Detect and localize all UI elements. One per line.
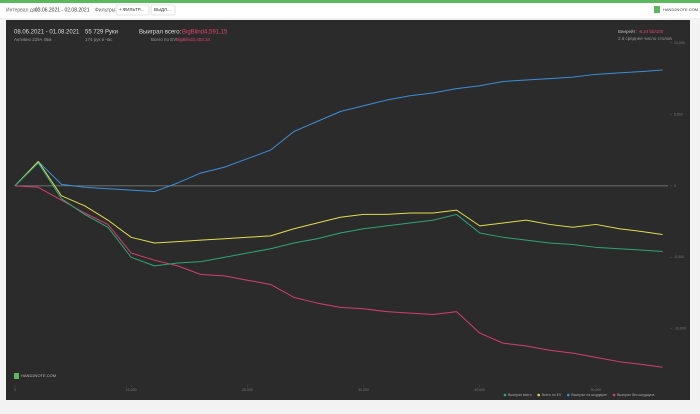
ev-value: BigBlind3,403.34 (176, 37, 211, 42)
filter-button[interactable] (115, 4, 150, 16)
legend-label: Всего по EV (542, 393, 562, 397)
series-line (14, 69, 663, 193)
y-tick-label: 5,000 (674, 112, 683, 116)
y-tick-label: -10,000 (674, 327, 686, 331)
winrate-value: -8.24 bb/100 (638, 29, 664, 34)
filter-button-text[interactable]: + ФИЛЬТР... (119, 7, 144, 12)
legend-label: Выиграл всего (508, 393, 532, 397)
series-line (14, 185, 663, 368)
legend-dot (612, 393, 616, 397)
legend-dot (537, 393, 540, 397)
ev-label: Всего по EV: (151, 37, 177, 42)
graph-panel (6, 20, 690, 400)
legend-dot (566, 393, 570, 397)
x-tick-label: 20,000 (242, 388, 253, 392)
legend-dot (503, 393, 507, 397)
legend-label: Выиграл на шоудауне (571, 393, 607, 397)
filters-label: Фильтры (95, 7, 116, 13)
brand: HAND2NOTE.COM (663, 7, 698, 12)
watermark: HAND2NOTE.COM (21, 373, 56, 378)
won-value: BigBlind4,591.15 (182, 30, 228, 36)
y-tick-label: 10,000 (674, 41, 685, 45)
winrate-label: Винрейт: (618, 28, 637, 34)
hands-per-hour: 174 рук в час (85, 37, 113, 42)
brand-logo (654, 6, 660, 13)
x-tick-label: 10,000 (126, 388, 137, 392)
date-label: Интервал дат: (6, 7, 39, 13)
select-button-text[interactable]: ВЫДЛ... (154, 7, 171, 12)
period: 08.06.2021 - 01.08.2021 (14, 30, 80, 36)
series-line (14, 161, 663, 244)
series-line (14, 162, 663, 267)
x-tick-label: 0 (14, 388, 16, 392)
tables: 2.6 среднее число столов (618, 36, 672, 41)
y-tick-label: -5,000 (674, 255, 684, 259)
top-accent (0, 0, 700, 3)
won-label: Выиграл всего: (139, 30, 182, 36)
active-time: Активно 225ч 46м (14, 37, 51, 42)
x-tick-label: 30,000 (358, 388, 369, 392)
date-range[interactable]: 03.06.2021 - 02.08.2021 (35, 7, 90, 13)
watermark-logo (14, 373, 19, 379)
legend-label: Выиграл без шоудауна (617, 393, 654, 397)
x-tick-label: 50,000 (591, 388, 602, 392)
select-button[interactable] (150, 4, 176, 16)
hands: 55 729 Руки (85, 30, 118, 36)
x-tick-label: 40,000 (474, 388, 485, 392)
y-tick-label: 0 (674, 184, 676, 188)
